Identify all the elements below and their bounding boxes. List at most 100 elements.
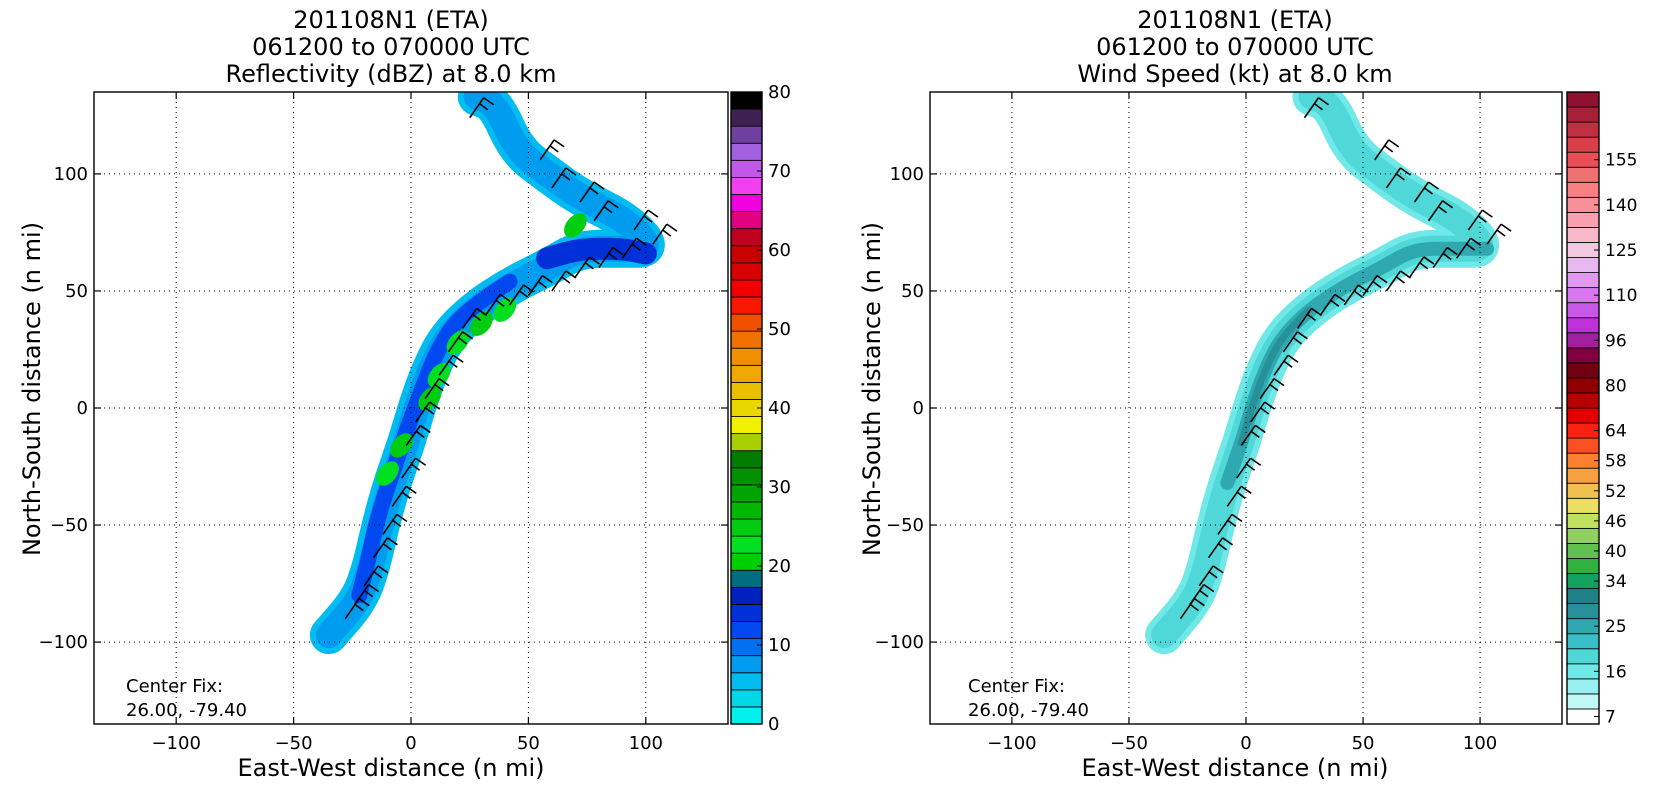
colorbar-tick-label: 70 [768,161,791,182]
colorbar-tick-label: 58 [1605,452,1627,472]
y-tick-label: −50 [50,515,88,536]
colorbar-bin [1566,497,1600,514]
colorbar-bin [1566,106,1600,123]
wind-barb [391,485,417,507]
y-tick-label: −100 [875,632,924,653]
echo-core [351,273,518,604]
axis-ticks: −100 −50 0 50 100 −100 −50 0 50 100 [875,92,1562,754]
convective-cell [418,386,442,411]
colorbar-bin [730,211,763,230]
wind-barb [447,331,474,353]
colorbar-bin [1566,678,1600,695]
wind-barb [1179,598,1205,620]
wind-barb [1432,246,1458,269]
colorbar-bin [1566,166,1600,183]
colorbar: 0 10 20 30 40 50 60 70 80 [730,82,791,735]
panel-title-line-1: 201108N1 (ETA) [1137,6,1333,34]
colorbar-bin [730,433,763,452]
wind-barb [372,537,398,559]
colorbar-bin [1566,362,1600,379]
colorbar-bin [1566,407,1600,424]
colorbar-bin [730,364,763,383]
colorbar-bin [1566,136,1600,153]
wind-barb [527,274,553,297]
colorbar-bin [1566,347,1600,364]
panel-title-line-2: 061200 to 070000 UTC [252,33,530,61]
axis-ticks: −100 −50 0 50 100 −100 −50 0 50 100 [39,92,728,754]
colorbar-bin [730,381,763,400]
x-tick-label: −50 [275,733,313,754]
panel-title-line-1: 201108N1 (ETA) [293,6,489,34]
wind-barb [415,401,441,423]
colorbar-bin [1566,227,1600,243]
y-tick-label: −50 [886,515,924,536]
colorbar-tick-label: 46 [1605,512,1627,532]
center-fix-value: 26.00, -79.40 [968,700,1089,721]
colorbar-tick-label: 34 [1605,572,1627,592]
wind-core [1237,306,1313,447]
plot-content: −100 −50 0 50 100 −100 −50 0 50 100 [875,91,1563,754]
plot-content: −100 −50 0 50 100 −100 −50 0 50 100 [39,91,729,754]
wind-barb [1385,270,1411,292]
colorbar-tick-label: 25 [1605,617,1627,637]
wind-barbs [344,97,678,620]
colorbar-bin [730,569,763,588]
wind-barb [405,424,431,446]
y-tick-label: 0 [77,398,88,419]
colorbar-bin [730,228,763,247]
x-tick-label: 50 [1352,733,1375,754]
colorbar-tick-label: 140 [1605,196,1637,216]
wind-barb [1385,167,1411,189]
colorbar-bin [730,501,763,520]
colorbar-bin [1566,272,1600,289]
wind-barb [438,354,464,376]
colorbar-tick-label: 10 [768,635,791,656]
colorbar-bin [1566,181,1600,198]
y-axis-label: North-South distance (n mi) [18,222,46,556]
colorbar-bin [1566,392,1600,409]
colorbar-bin [730,262,763,281]
colorbar-bin [730,108,763,127]
wind-barb [1427,200,1454,222]
panel-title-line-3: Reflectivity (dBZ) at 8.0 km [226,60,557,88]
wind-barb [1343,284,1369,306]
wind-barb [1198,565,1224,587]
wind-barb [1362,274,1388,297]
grid [94,92,728,724]
wind-barb [400,457,427,479]
wind-barb [1486,223,1512,245]
convective-cell [376,461,399,486]
colorbar-tick-label: 80 [1605,376,1627,396]
colorbar-tick-label: 30 [768,477,791,498]
colorbar-bin [730,535,763,554]
colorbar-bin [730,672,763,691]
colorbar-bin [730,689,763,708]
colorbar-tick-label: 16 [1605,662,1627,682]
y-tick-label: −100 [39,632,88,653]
center-fix-value: 26.00, -79.40 [126,700,247,721]
colorbar-tick-label: 7 [1605,707,1616,727]
x-tick-label: 50 [517,733,540,754]
colorbar-bin [1566,558,1600,574]
wind-barb [539,139,565,161]
wind-barb [1207,537,1234,559]
wind-barb [1235,457,1262,479]
colorbar-bin [730,159,763,178]
wind-barb [1320,293,1346,315]
center-fix-label: Center Fix: [126,676,223,697]
reflectivity-panel: 201108N1 (ETA) 061200 to 070000 UTC Refl… [18,6,791,782]
x-axis-label: East-West distance (n mi) [1081,754,1388,782]
colorbar-bin [730,604,763,622]
wind-barb [1226,485,1252,507]
colorbar: 7 16 25 34 40 46 52 58 64 80 96 110 125 140 155 [1566,91,1637,727]
colorbar-bin [730,296,763,315]
colorbar-bin [730,245,763,264]
colorbar-tick-label: 155 [1605,151,1637,171]
convective-cell [564,213,587,238]
colorbar-tick-label: 60 [768,240,791,261]
y-tick-label: 100 [54,164,88,185]
wind-barb [1250,401,1276,423]
wind-barb [1240,424,1266,446]
x-tick-label: −50 [1110,733,1148,754]
wind-barb [1259,377,1285,400]
